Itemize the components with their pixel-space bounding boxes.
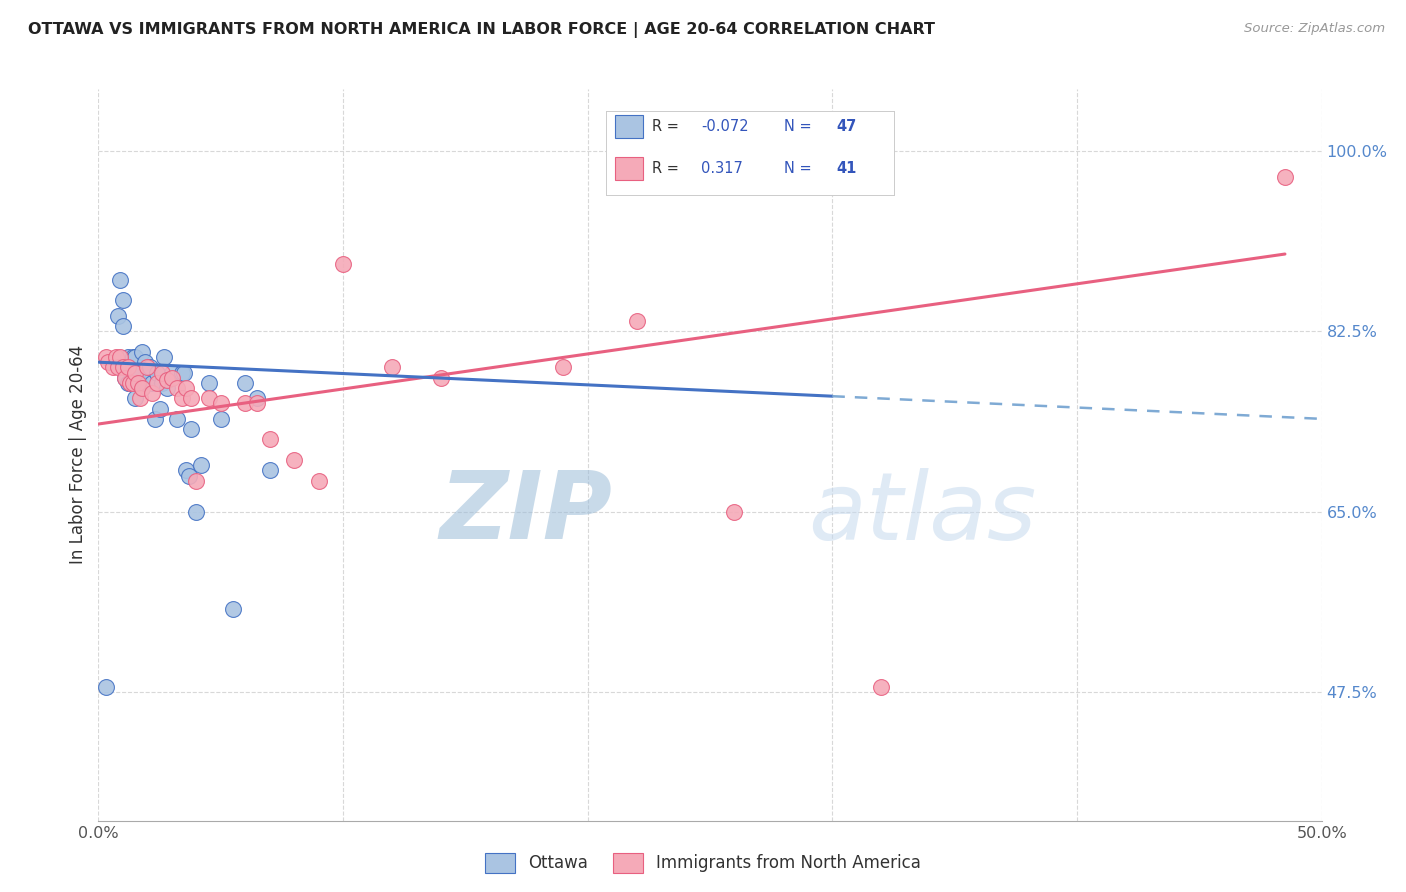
Point [170, 391, 193, 405]
Point [136, 370, 159, 384]
Point [114, 370, 136, 384]
Point [121, 350, 143, 364]
Point [121, 376, 143, 390]
Point [197, 376, 219, 390]
Point [120, 376, 142, 390]
Point [143, 412, 166, 426]
Point [190, 458, 212, 473]
Point [120, 360, 142, 375]
Point [117, 350, 139, 364]
Point [111, 293, 134, 308]
Point [283, 453, 305, 467]
Point [131, 381, 153, 395]
Point [246, 391, 269, 405]
Point [110, 273, 132, 287]
Point [120, 376, 142, 390]
Point [149, 401, 172, 416]
Point [308, 474, 330, 488]
Point [150, 366, 173, 380]
Point [131, 345, 153, 359]
Point [107, 309, 129, 323]
Point [139, 360, 162, 375]
Point [117, 360, 139, 375]
Point [233, 376, 256, 390]
Point [381, 360, 404, 375]
Point [1274, 169, 1296, 184]
Point [146, 376, 169, 390]
Point [626, 314, 648, 328]
Text: Source: ZipAtlas.com: Source: ZipAtlas.com [1244, 22, 1385, 36]
Point [233, 396, 256, 410]
Text: atlas: atlas [808, 468, 1036, 559]
Point [94, 350, 117, 364]
Point [176, 463, 198, 477]
Point [114, 370, 136, 384]
Point [97, 355, 120, 369]
Point [176, 381, 198, 395]
Point [170, 366, 193, 380]
Point [153, 350, 176, 364]
Point [101, 360, 124, 375]
Point [430, 370, 453, 384]
Text: OTTAWA VS IMMIGRANTS FROM NORTH AMERICA IN LABOR FORCE | AGE 20-64 CORRELATION C: OTTAWA VS IMMIGRANTS FROM NORTH AMERICA … [28, 22, 935, 38]
Y-axis label: In Labor Force | Age 20-64: In Labor Force | Age 20-64 [69, 345, 87, 565]
Point [553, 360, 575, 375]
Point [332, 257, 354, 271]
Point [180, 391, 202, 405]
Point [259, 463, 281, 477]
Point [209, 412, 232, 426]
Point [197, 391, 219, 405]
Point [127, 376, 149, 390]
Point [222, 602, 245, 616]
Point [111, 360, 134, 375]
Point [160, 366, 183, 380]
Point [141, 386, 163, 401]
Point [117, 376, 139, 390]
Point [209, 396, 232, 410]
Point [121, 360, 143, 375]
Legend: Ottawa, Immigrants from North America: Ottawa, Immigrants from North America [478, 847, 928, 880]
Point [110, 350, 132, 364]
Point [870, 680, 893, 694]
Point [150, 376, 173, 390]
Point [246, 396, 269, 410]
Point [124, 350, 146, 364]
Point [121, 376, 143, 390]
Point [124, 391, 146, 405]
Point [156, 381, 179, 395]
Point [259, 433, 281, 447]
Point [166, 412, 188, 426]
Point [127, 376, 149, 390]
Point [124, 366, 146, 380]
Point [131, 381, 153, 395]
Point [723, 505, 745, 519]
Point [107, 360, 129, 375]
Point [177, 468, 200, 483]
Point [111, 319, 134, 334]
Point [104, 350, 127, 364]
Point [129, 391, 152, 405]
Point [160, 370, 183, 384]
Point [186, 474, 208, 488]
Point [845, 160, 868, 174]
Point [166, 381, 188, 395]
Point [94, 680, 117, 694]
Point [186, 505, 208, 519]
Point [173, 366, 195, 380]
Text: ZIP: ZIP [439, 467, 612, 559]
Point [134, 355, 156, 369]
Point [156, 373, 179, 387]
Point [141, 376, 163, 390]
Point [136, 360, 159, 375]
Point [146, 366, 169, 380]
Point [180, 422, 202, 436]
Point [129, 376, 152, 390]
Point [858, 169, 880, 184]
Point [127, 366, 149, 380]
